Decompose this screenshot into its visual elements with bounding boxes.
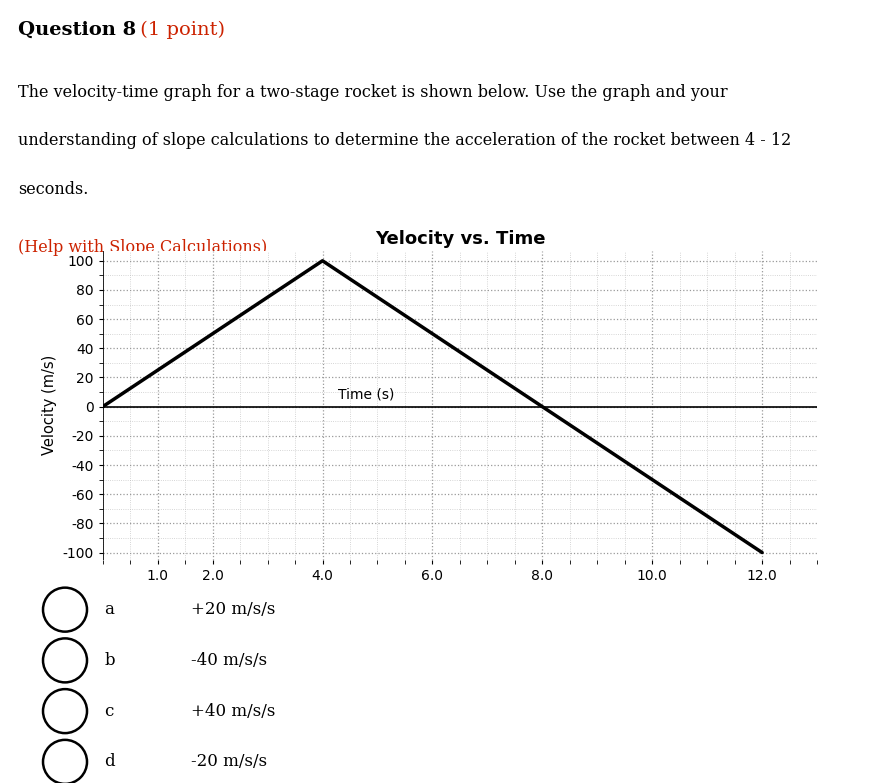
Text: c: c bbox=[104, 702, 113, 720]
Text: -20 m/s/s: -20 m/s/s bbox=[191, 753, 267, 770]
Text: understanding of slope calculations to determine the acceleration of the rocket : understanding of slope calculations to d… bbox=[18, 132, 791, 150]
Text: Time (s): Time (s) bbox=[338, 388, 395, 402]
Text: The velocity-time graph for a two-stage rocket is shown below. Use the graph and: The velocity-time graph for a two-stage … bbox=[18, 84, 728, 101]
Text: a: a bbox=[104, 601, 114, 618]
Title: Yelocity vs. Time: Yelocity vs. Time bbox=[375, 229, 545, 247]
Text: (1 point): (1 point) bbox=[134, 20, 225, 39]
Text: seconds.: seconds. bbox=[18, 181, 88, 198]
Text: (Help with Slope Calculations): (Help with Slope Calculations) bbox=[18, 239, 267, 256]
Text: b: b bbox=[104, 652, 115, 669]
Y-axis label: Velocity (m/s): Velocity (m/s) bbox=[42, 355, 57, 456]
Text: +20 m/s/s: +20 m/s/s bbox=[191, 601, 275, 618]
Text: d: d bbox=[104, 753, 115, 770]
Text: +40 m/s/s: +40 m/s/s bbox=[191, 702, 275, 720]
Text: Question 8: Question 8 bbox=[18, 20, 136, 38]
Text: -40 m/s/s: -40 m/s/s bbox=[191, 652, 267, 669]
